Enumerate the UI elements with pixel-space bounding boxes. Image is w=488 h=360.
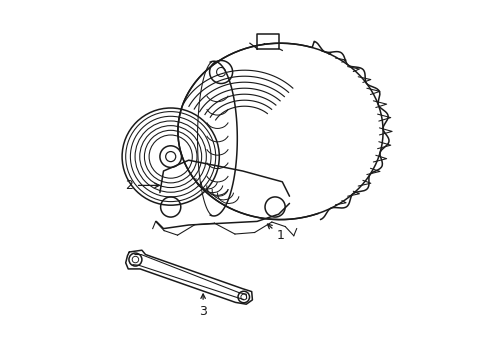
Text: 2: 2	[125, 179, 159, 192]
Text: 1: 1	[267, 224, 284, 242]
Text: 3: 3	[199, 294, 206, 318]
